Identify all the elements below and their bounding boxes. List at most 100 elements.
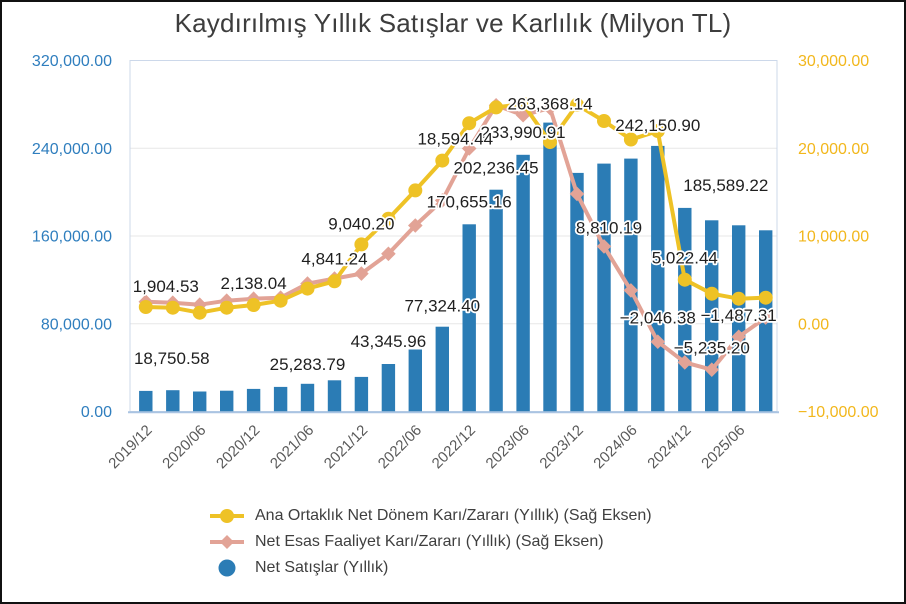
combo-chart: 320,000.00 30,000.00 240,000.00 20,000.00 16… xyxy=(32,53,879,472)
bar-2025-06[interactable] xyxy=(732,225,746,413)
data-label: 2,138.04 xyxy=(221,274,287,293)
data-label: 9,040.20 xyxy=(328,214,394,233)
point-net-esas-faaliyet-2022-12[interactable] xyxy=(461,141,477,156)
data-label: 202,236.45 xyxy=(454,159,539,178)
chart-legend: Ana Ortaklık Net Dönem Karı/Zararı (Yıll… xyxy=(207,503,652,581)
bar-2021-06[interactable] xyxy=(300,383,315,413)
left-axis-tick-label: 320,000.00 xyxy=(32,53,112,70)
point-ana-ortaklik-net-donem-2021-12[interactable] xyxy=(354,237,369,252)
bar-2023-09[interactable] xyxy=(543,122,557,413)
data-label: 43,345.96 xyxy=(351,332,427,351)
bar-2021-09[interactable] xyxy=(327,380,342,413)
bar-2022-12[interactable] xyxy=(462,224,476,413)
data-label: −1,487.31 xyxy=(701,306,777,325)
point-ana-ortaklik-net-donem-2025-03[interactable] xyxy=(704,286,719,301)
line-diamond-marker-icon xyxy=(210,535,244,549)
left-axis-tick-label: 240,000.00 xyxy=(32,141,112,158)
point-ana-ortaklik-net-donem-2023-09[interactable] xyxy=(543,135,557,150)
bar-2021-03[interactable] xyxy=(273,386,288,413)
x-axis-tick-label: 2019/12 xyxy=(105,422,155,472)
point-ana-ortaklik-net-donem-2022-09[interactable] xyxy=(435,153,450,168)
point-ana-ortaklik-net-donem-2023-03[interactable] xyxy=(489,100,504,115)
bar-2024-09[interactable] xyxy=(651,145,665,413)
bar-2022-03[interactable] xyxy=(381,364,396,413)
point-ana-ortaklik-net-donem-2023-12[interactable] xyxy=(570,97,584,112)
bar-2021-12[interactable] xyxy=(354,376,369,413)
point-net-esas-faaliyet-2025-03[interactable] xyxy=(704,362,720,377)
point-net-esas-faaliyet-2024-06[interactable] xyxy=(623,283,639,298)
bar-2023-06[interactable] xyxy=(516,154,530,413)
point-net-esas-faaliyet-2024-03[interactable] xyxy=(596,239,612,254)
point-net-esas-faaliyet-2022-09[interactable] xyxy=(434,193,450,208)
point-net-esas-faaliyet-2023-09[interactable] xyxy=(542,100,558,116)
point-ana-ortaklik-net-donem-2022-03[interactable] xyxy=(381,211,396,226)
point-ana-ortaklik-net-donem-2021-06[interactable] xyxy=(300,281,315,296)
left-axis-tick-label: 160,000.00 xyxy=(32,229,112,246)
x-axis-tick-label: 2020/06 xyxy=(159,422,209,472)
x-axis-tick-label: 2022/12 xyxy=(429,422,479,472)
data-label: 18,594.44 xyxy=(417,130,493,149)
right-axis-tick-label: 10,000.00 xyxy=(798,229,869,246)
bar-2024-03[interactable] xyxy=(597,163,611,413)
left-axis-tick-label: 0.00 xyxy=(81,404,112,421)
bar-2023-12[interactable] xyxy=(570,172,584,413)
bar-2020-06[interactable] xyxy=(193,391,207,413)
x-axis-tick-label: 2025/06 xyxy=(698,422,748,472)
right-axis-tick-label: 0.00 xyxy=(798,316,829,333)
point-ana-ortaklik-net-donem-2024-03[interactable] xyxy=(597,114,611,128)
bar-2019-12[interactable] xyxy=(139,390,153,413)
point-ana-ortaklik-net-donem-2020-06[interactable] xyxy=(192,305,207,320)
chart-plot-area: 320,000.00 30,000.00 240,000.00 20,000.00 16… xyxy=(2,2,906,502)
legend-item-net-esas-faaliyet[interactable]: Net Esas Faaliyet Karı/Zararı (Yıllık) (… xyxy=(207,529,652,555)
right-axis-tick-label: 30,000.00 xyxy=(798,53,869,70)
point-net-esas-faaliyet-2022-03[interactable] xyxy=(381,246,396,262)
data-label: 233,990.91 xyxy=(481,123,566,142)
point-ana-ortaklik-net-donem-2024-12[interactable] xyxy=(677,272,692,287)
point-net-esas-faaliyet-2021-12[interactable] xyxy=(354,266,369,281)
point-net-esas-faaliyet-2023-12[interactable] xyxy=(569,186,585,202)
x-axis-tick-label: 2021/06 xyxy=(267,422,317,472)
bar-2022-06[interactable] xyxy=(408,349,422,413)
point-ana-ortaklik-net-donem-2025-06[interactable] xyxy=(731,291,746,306)
point-ana-ortaklik-net-donem-2020-12[interactable] xyxy=(246,298,261,312)
point-ana-ortaklik-net-donem-2020-03[interactable] xyxy=(165,300,180,315)
legend-item-ana-ortaklik-net-donem[interactable]: Ana Ortaklık Net Dönem Karı/Zararı (Yıll… xyxy=(207,503,652,529)
point-ana-ortaklik-net-donem-2022-06[interactable] xyxy=(408,183,423,198)
left-axis-tick-label: 80,000.00 xyxy=(41,316,112,333)
legend-item-net-satislar[interactable]: Net Satışlar (Yıllık) xyxy=(207,555,652,581)
data-label: 5,022.44 xyxy=(652,249,718,268)
point-net-esas-faaliyet-2024-09[interactable] xyxy=(650,334,666,349)
point-ana-ortaklik-net-donem-2025-09[interactable] xyxy=(758,290,773,305)
legend-label: Net Esas Faaliyet Karı/Zararı (Yıllık) (… xyxy=(255,533,604,550)
point-ana-ortaklik-net-donem-2024-06[interactable] xyxy=(623,132,638,147)
point-net-esas-faaliyet-2025-09[interactable] xyxy=(758,310,773,325)
point-ana-ortaklik-net-donem-2022-12[interactable] xyxy=(462,116,477,131)
x-axis-tick-label: 2024/12 xyxy=(644,422,694,472)
data-label: 4,841.24 xyxy=(301,249,367,268)
point-ana-ortaklik-net-donem-2023-06[interactable] xyxy=(516,96,531,111)
right-axis-tick-label: −10,000.00 xyxy=(798,404,879,421)
data-label: 25,283.79 xyxy=(270,355,346,374)
point-net-esas-faaliyet-2025-06[interactable] xyxy=(731,329,746,345)
bar-2020-12[interactable] xyxy=(246,388,261,413)
point-ana-ortaklik-net-donem-2021-03[interactable] xyxy=(273,293,288,308)
x-axis-tick-label: 2021/12 xyxy=(321,422,371,472)
data-label: 18,750.58 xyxy=(134,349,210,368)
data-label: 185,589.22 xyxy=(683,176,768,195)
x-axis-tick-label: 2023/06 xyxy=(483,422,533,472)
point-net-esas-faaliyet-2020-06[interactable] xyxy=(192,297,207,312)
data-label: −5,235.20 xyxy=(674,339,750,358)
point-ana-ortaklik-net-donem-2021-09[interactable] xyxy=(327,274,342,289)
point-ana-ortaklik-net-donem-2019-12[interactable] xyxy=(138,300,153,314)
bar-2023-03[interactable] xyxy=(489,189,503,413)
data-label: −2,046.38 xyxy=(620,309,696,328)
data-label: 1,904.53 xyxy=(133,277,199,296)
point-net-esas-faaliyet-2024-12[interactable] xyxy=(677,355,693,370)
bar-2022-09[interactable] xyxy=(435,326,449,413)
bar-2020-03[interactable] xyxy=(166,390,180,413)
point-net-esas-faaliyet-2022-06[interactable] xyxy=(408,218,423,233)
bar-2020-09[interactable] xyxy=(220,390,234,413)
point-ana-ortaklik-net-donem-2024-09[interactable] xyxy=(650,124,665,139)
point-ana-ortaklik-net-donem-2020-09[interactable] xyxy=(219,300,234,315)
